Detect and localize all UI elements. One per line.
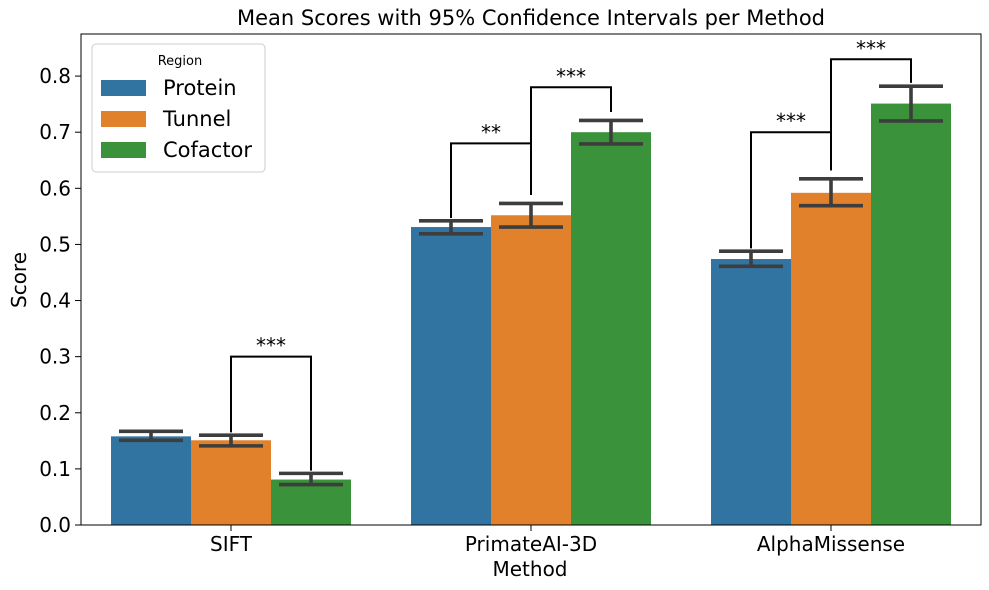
x-tick-label-sift: SIFT (210, 532, 253, 556)
legend: Region Protein Tunnel Cofactor (91, 43, 266, 173)
bar-sift-cofactor (271, 479, 351, 525)
y-axis-label: Score (7, 252, 31, 308)
significance-annotations: ************** (230, 36, 912, 471)
legend-item-protein: Protein (101, 76, 237, 100)
bars-layer (111, 103, 951, 526)
chart-title: Mean Scores with 95% Confidence Interval… (237, 6, 825, 30)
significance-label: ** (481, 120, 501, 144)
x-tick-label-primateai-3d: PrimateAI-3D (465, 532, 597, 556)
y-tick-label: 0.5 (39, 232, 71, 256)
bar-alphamissense-cofactor (871, 103, 951, 525)
significance-bracket-5: *** (830, 36, 912, 171)
error-bar-alphamissense-protein (719, 249, 783, 269)
bracket-line (230, 355, 312, 471)
legend-label: Cofactor (163, 138, 252, 162)
legend-swatch (101, 80, 146, 96)
legend-frame (91, 43, 266, 173)
bar-alphamissense-tunnel (791, 192, 871, 526)
error-bar-sift-cofactor (279, 471, 343, 487)
significance-label: *** (856, 36, 886, 60)
error-bar-primateai-3d-protein (419, 219, 483, 236)
bracket-line (530, 86, 612, 196)
error-bars-layer (119, 84, 943, 487)
error-bar-sift-protein (119, 429, 183, 443)
legend-item-cofactor: Cofactor (101, 138, 252, 162)
y-tick-label: 0.6 (39, 176, 71, 200)
bar-primateai-3d-cofactor (571, 132, 651, 525)
y-axis: 0.0 0.1 0.2 0.3 0.4 0.5 0.6 0.7 0.8 (39, 64, 81, 537)
error-bar-primateai-3d-tunnel (499, 201, 563, 229)
bracket-line (450, 142, 532, 219)
y-tick-label: 0.4 (39, 289, 71, 313)
legend-items: Protein Tunnel Cofactor (101, 76, 252, 162)
significance-bracket-1: *** (230, 334, 312, 471)
bar-primateai-3d-protein (411, 227, 491, 525)
y-tick-label: 0.1 (39, 457, 71, 481)
error-bar-alphamissense-tunnel (799, 176, 863, 208)
bar-primateai-3d-tunnel (491, 215, 571, 525)
bar-sift-tunnel (191, 440, 271, 525)
y-tick-label: 0.0 (39, 513, 71, 537)
significance-label: *** (556, 64, 586, 88)
bracket-line (830, 58, 912, 171)
legend-item-tunnel: Tunnel (101, 107, 231, 131)
y-tick-label: 0.7 (39, 120, 71, 144)
legend-swatch (101, 142, 146, 158)
significance-label: *** (256, 334, 286, 358)
error-bar-primateai-3d-cofactor (579, 118, 643, 146)
y-tick-label: 0.3 (39, 345, 71, 369)
y-tick-label: 0.2 (39, 401, 71, 425)
y-tick-label: 0.8 (39, 64, 71, 88)
significance-label: *** (776, 109, 806, 133)
x-tick-label-alphamissense: AlphaMissense (757, 532, 905, 556)
legend-title: Region (158, 54, 203, 69)
legend-swatch (101, 111, 146, 127)
legend-label: Tunnel (162, 107, 231, 131)
error-bar-sift-tunnel (199, 433, 263, 448)
bar-sift-protein (111, 436, 191, 525)
error-bar-alphamissense-cofactor (879, 84, 943, 123)
bar-alphamissense-protein (711, 259, 791, 525)
x-axis: SIFT PrimateAI-3D AlphaMissense (210, 525, 905, 556)
significance-bracket-3: *** (530, 64, 612, 196)
x-axis-label: Method (492, 557, 567, 581)
legend-label: Protein (163, 76, 237, 100)
